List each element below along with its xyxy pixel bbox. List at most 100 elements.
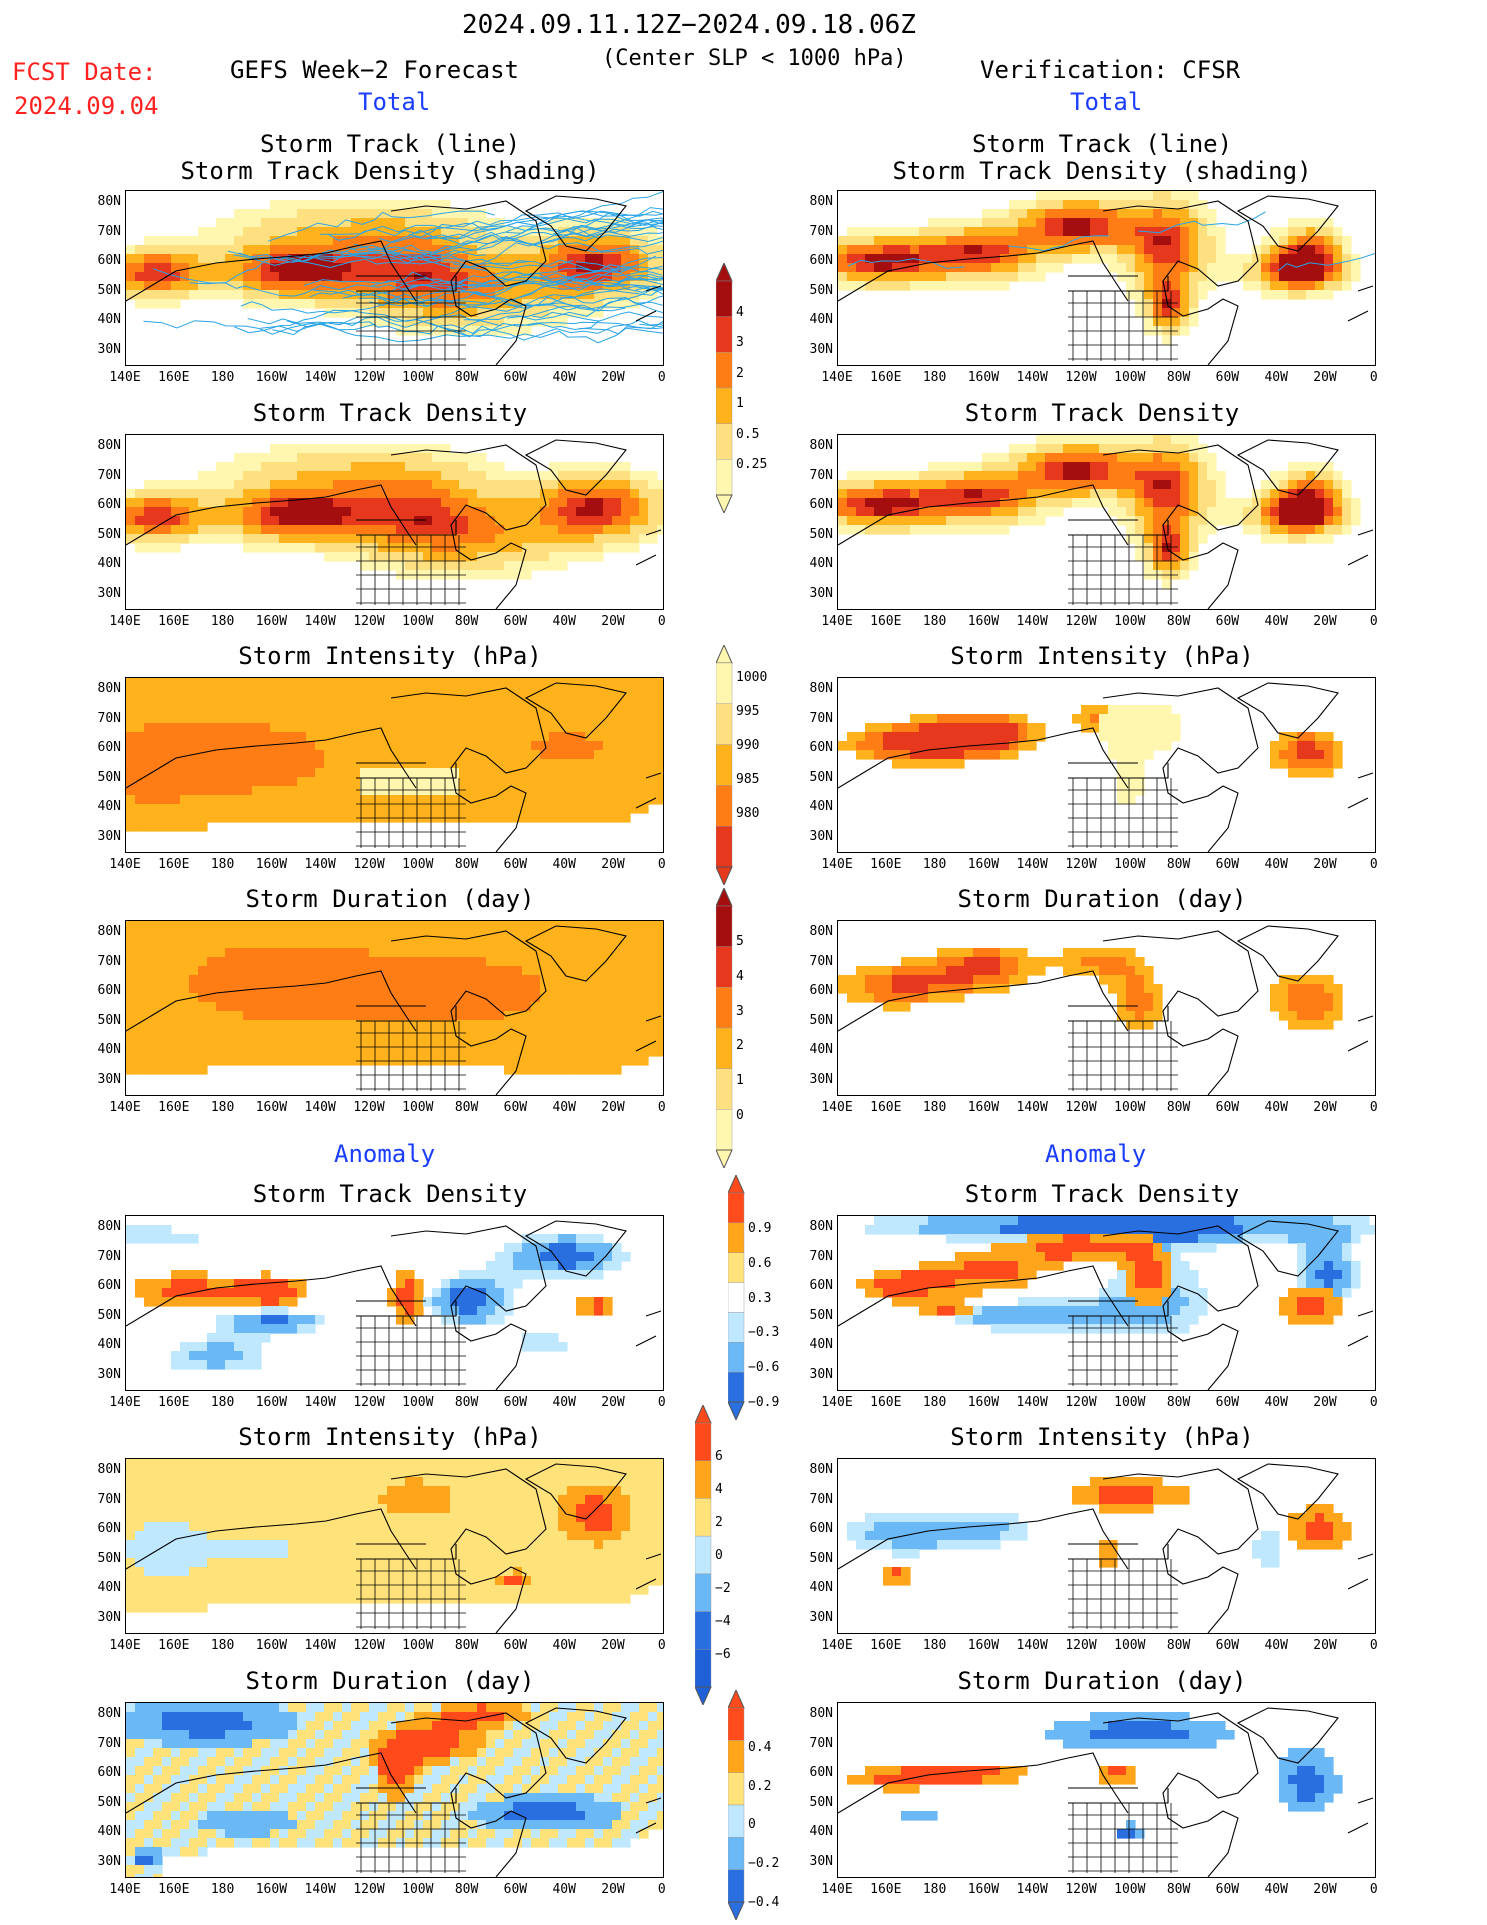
shading-cell (459, 957, 469, 967)
shading-cell (892, 489, 902, 499)
shading-cell (1171, 732, 1181, 742)
shading-cell (1018, 732, 1028, 742)
shading-cell (567, 993, 577, 1003)
shading-cell (639, 534, 649, 544)
shading-cell (1090, 191, 1100, 201)
shading-cell (540, 921, 550, 931)
shading-cell (1108, 714, 1118, 724)
shading-cell (558, 966, 568, 976)
shading-cell (405, 552, 415, 562)
shading-cell (306, 209, 316, 219)
shading-cell (162, 1234, 172, 1244)
shading-cell (477, 480, 487, 490)
shading-cell (423, 543, 433, 553)
shading-cell (594, 552, 604, 562)
shading-cell (450, 498, 460, 508)
shading-cell (1117, 966, 1127, 976)
shading-cell (576, 1065, 586, 1075)
shading-cell (234, 245, 244, 255)
coastline (635, 1015, 662, 1052)
shading-cell (1144, 435, 1154, 445)
shading-cell (549, 930, 559, 940)
shading-cell (1198, 272, 1208, 282)
shading-cell (594, 984, 604, 994)
shading-cell (513, 236, 523, 246)
shading-cell (252, 534, 262, 544)
shading-cell (531, 1002, 541, 1012)
shading-cell (441, 759, 451, 769)
shading-cell (135, 705, 145, 715)
shading-cell (1126, 1011, 1136, 1021)
shading-cell (558, 236, 568, 246)
shading-cell (567, 768, 577, 778)
shading-cell (216, 1342, 226, 1352)
shading-cell (486, 750, 496, 760)
shading-cell (558, 308, 568, 318)
shading-cell (1027, 236, 1037, 246)
panel-title-anom-intensity-left: Storm Intensity (hPa) (238, 1423, 542, 1451)
map-intensity-verification (837, 677, 1376, 853)
shading-cell (1045, 471, 1055, 481)
shading-cell (459, 543, 469, 553)
shading-cell (360, 975, 370, 985)
shading-cell (180, 1029, 190, 1039)
shading-cell (594, 813, 604, 823)
shading-cell (585, 525, 595, 535)
shading-cell (973, 732, 983, 742)
shading-cell (513, 480, 523, 490)
shading-cell (549, 1029, 559, 1039)
panel-title-track-left: Storm Track (line) Storm Track Density (s… (180, 130, 600, 185)
shading-cell (144, 480, 154, 490)
shading-cell (1324, 471, 1334, 481)
shading-cell (928, 227, 938, 237)
shading-cell (630, 1011, 640, 1021)
shading-cell (1270, 516, 1280, 526)
shading-cell (1288, 993, 1298, 1003)
shading-cell (144, 957, 154, 967)
shading-cell (306, 993, 316, 1003)
shading-cell (946, 966, 956, 976)
shading-cell (1045, 209, 1055, 219)
shading-cell (657, 1038, 663, 1048)
shading-cell (1081, 480, 1091, 490)
shading-cell (324, 948, 334, 958)
shading-cell (468, 984, 478, 994)
shading-cell (1207, 462, 1217, 472)
shading-cell (946, 516, 956, 526)
shading-cell (621, 759, 631, 769)
shading-cell (306, 705, 316, 715)
shading-cell (378, 741, 388, 751)
shading-cell (288, 1011, 298, 1021)
shading-cell (1036, 254, 1046, 264)
shading-cell (396, 471, 406, 481)
shading-cell (946, 714, 956, 724)
shading-cell (657, 930, 663, 940)
shading-cell (576, 263, 586, 273)
shading-cell (234, 1315, 244, 1325)
shading-cell (171, 236, 181, 246)
shading-cell (1297, 245, 1307, 255)
shading-cell (576, 687, 586, 697)
shading-cell (387, 200, 397, 210)
shading-cell (928, 714, 938, 724)
state-boundaries (356, 1021, 466, 1091)
shading-cell (198, 1002, 208, 1012)
shading-cell (342, 245, 352, 255)
shading-cell (522, 498, 532, 508)
shading-cell (135, 957, 145, 967)
shading-cell (1270, 507, 1280, 517)
shading-cell (432, 462, 442, 472)
shading-cell (513, 543, 523, 553)
shading-cell (1117, 984, 1127, 994)
shading-cell (1153, 561, 1163, 571)
shading-cell (1135, 552, 1145, 562)
shading-cell (1144, 245, 1154, 255)
shading-cell (189, 1342, 199, 1352)
shading-cell (558, 795, 568, 805)
shading-cell (342, 209, 352, 219)
coastline (126, 484, 417, 546)
shading-cell (1117, 453, 1127, 463)
shading-cell (1162, 263, 1172, 273)
shading-cell (847, 516, 857, 526)
shading-cell (1000, 272, 1010, 282)
